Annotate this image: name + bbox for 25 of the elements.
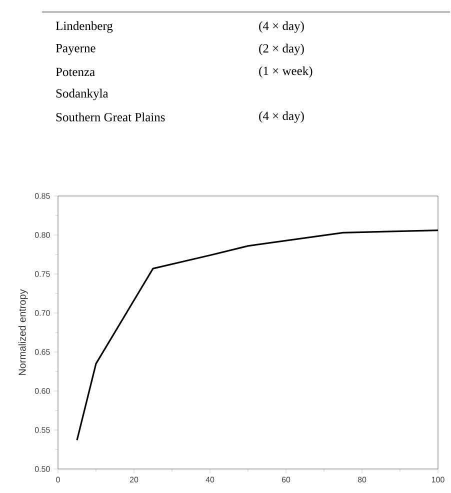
text: (1 × week): [259, 66, 312, 78]
y-tick-label: 0.80: [35, 232, 50, 238]
x-tick-label: 100: [432, 476, 445, 482]
x-tick-label: 40: [206, 476, 214, 482]
x-tick-label: 20: [130, 476, 138, 482]
y-tick-label: 0.55: [35, 427, 50, 433]
x-tick-label: 80: [358, 476, 366, 482]
y-tick-label: 0.65: [35, 349, 50, 355]
text: (4 × day): [259, 21, 304, 33]
x-tick-label: 60: [282, 476, 290, 482]
x-tick-label: 0: [56, 476, 60, 482]
y-tick-label: 0.85: [35, 193, 50, 199]
category-label: Lindenberg: [56, 21, 113, 33]
category-label: Sodankyla: [56, 88, 108, 100]
category-label: Potenza: [56, 68, 96, 76]
y-tick-label: 0.60: [35, 388, 50, 394]
y-tick-label: 0.50: [35, 466, 50, 472]
text: (2 × day): [259, 44, 304, 56]
y-tick-label: 0.75: [35, 271, 50, 277]
y-axis-title: Normalized entropy: [18, 289, 28, 376]
text: (4 × day): [259, 111, 304, 123]
line-series: [76, 230, 438, 441]
category-label: Payerne: [56, 44, 96, 55]
y-tick-label: 0.70: [35, 310, 50, 316]
category-label: Southern Great Plains: [56, 112, 166, 122]
